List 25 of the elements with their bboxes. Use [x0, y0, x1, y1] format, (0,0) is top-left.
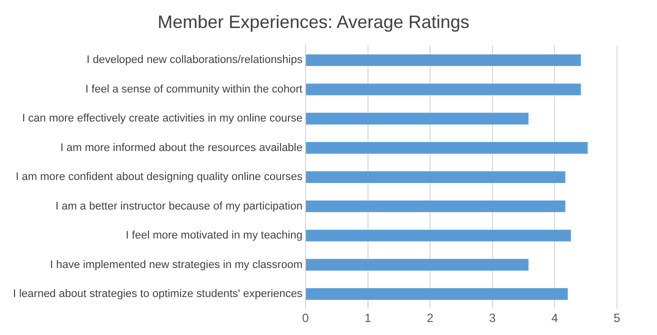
y-tick-label: I developed new collaborations/relationships: [86, 54, 303, 66]
bar: [306, 230, 571, 242]
y-tick-label: I learned about strategies to optimize students' experiences: [12, 288, 303, 300]
bar: [306, 84, 581, 96]
y-tick-label: I feel a sense of community within the cohort: [85, 83, 302, 96]
bar: [306, 288, 568, 300]
y-tick-label: I have implemented new strategies in my classroom: [50, 258, 302, 271]
x-tick-label: 3: [489, 311, 496, 326]
y-tick-label: I feel more motivated in my teaching: [126, 230, 302, 242]
x-tick-label: 0: [302, 311, 310, 326]
y-tick-label: I am more confident about designing quality online courses: [16, 171, 303, 184]
y-tick-label: I am more informed about the resources available: [60, 142, 302, 154]
y-tick-label: I can more effectively create activities in my online course: [22, 112, 302, 125]
bar: [306, 171, 566, 183]
bar: [306, 200, 566, 212]
x-tick-label: 2: [426, 311, 434, 326]
bar: [306, 142, 588, 154]
y-tick-label: I am a better instructor because of my participation: [55, 200, 302, 212]
bar: [306, 112, 529, 124]
bar: [306, 54, 581, 66]
x-tick-label: 5: [614, 311, 621, 326]
bar: [306, 258, 529, 271]
x-tick-label: 1: [364, 311, 372, 326]
chart-title: Member Experiences: Average Ratings: [158, 12, 470, 32]
x-tick-label: 4: [551, 311, 558, 326]
